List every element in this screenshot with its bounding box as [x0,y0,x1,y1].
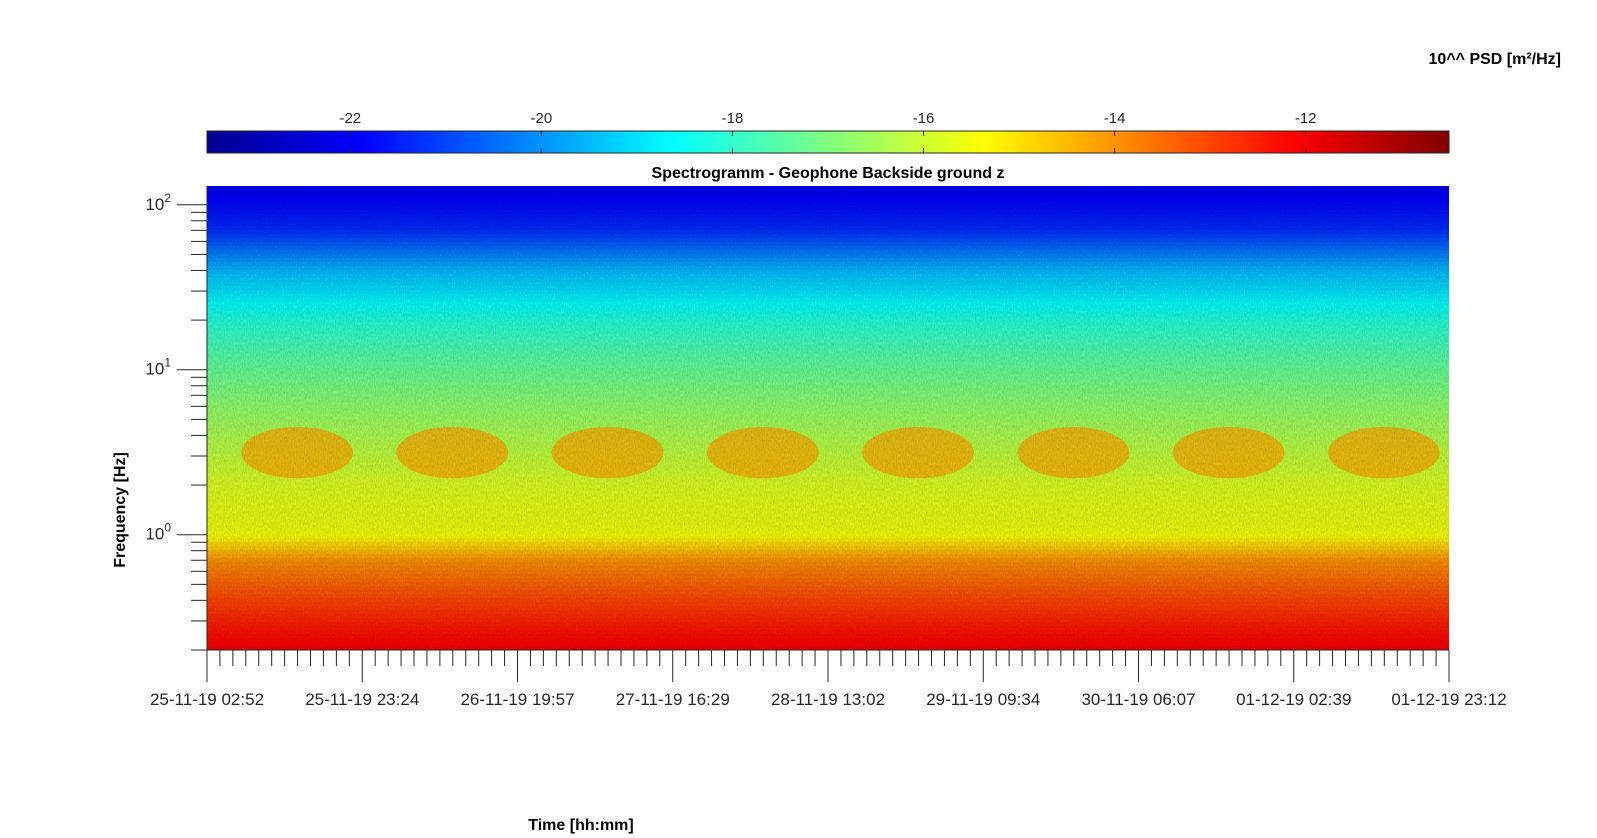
colorbar-label: 10^^ PSD [m²/Hz] [1429,51,1561,68]
colorbar-ticks: -22 -20 -18 -16 -14 -12 [339,110,1317,153]
x-tick-label: 27-11-19 16:29 [616,690,730,709]
x-tick-label: 25-11-19 02:52 [150,690,264,709]
x-tick-label: 25-11-19 23:24 [305,690,419,709]
colorbar-tick-label: -18 [722,110,744,127]
colorbar-tick-label: -12 [1295,110,1317,127]
noise-texture [207,186,1449,650]
x-tick-label: 26-11-19 19:57 [460,690,574,709]
colorbar-tick-label: -14 [1104,110,1126,127]
x-tick-label: 01-12-19 23:12 [1391,690,1506,709]
chart-title: Spectrogramm - Geophone Backside ground … [652,165,1005,182]
y-tick-label: 102 [145,191,171,214]
y-axis-label: Frequency [Hz] [112,452,129,568]
spectrogram-plot [207,186,1449,650]
y-tick-label: 100 [145,521,171,544]
colorbar-tick-label: -16 [913,110,935,127]
colorbar-gradient [206,130,1450,154]
y-axis: 102 101 100 [145,186,208,651]
y-tick-label: 101 [145,356,171,379]
colorbar-tick-label: -22 [339,110,361,127]
colorbar-tick-label: -20 [531,110,553,127]
x-tick-label: 29-11-19 09:34 [926,690,1040,709]
x-tick-label: 01-12-19 02:39 [1236,690,1351,709]
x-tick-label: 30-11-19 06:07 [1081,690,1195,709]
x-tick-label: 28-11-19 13:02 [771,690,885,709]
colorbar: -22 -20 -18 -16 -14 -12 10^^ PSD [m²/Hz] [206,51,1561,154]
x-axis-label: Time [hh:mm] [528,817,633,834]
x-axis: 25-11-19 02:52 25-11-19 23:24 26-11-19 19:… [150,649,1507,709]
